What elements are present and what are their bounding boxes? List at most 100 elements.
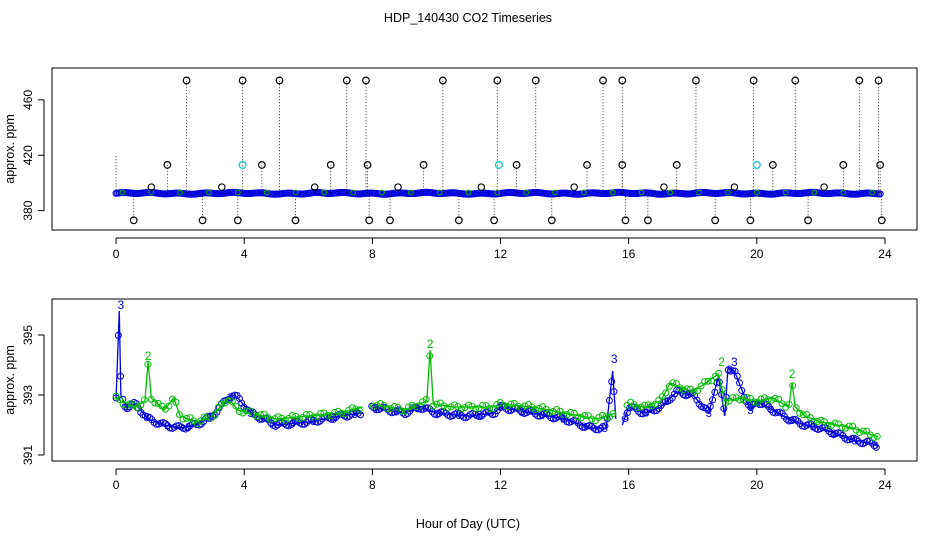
series-2-point [246,407,254,415]
series-3-label: 3 [373,403,379,415]
series-2-point [211,410,219,418]
series-2-point [743,394,751,402]
series-3-point [608,378,616,386]
top-low-outlier [291,216,300,225]
series-3-point [576,422,584,430]
series-2-line [115,361,363,423]
series-2-point [676,384,684,392]
bottom-x-tick-label: 20 [750,478,764,492]
top-y-axis: 380 420 460 [21,90,45,221]
series-3-point [695,400,703,408]
series-3-point [480,410,488,418]
series-2-point [422,395,430,403]
peak-label: 3 [118,298,125,312]
top-green-point [552,189,558,196]
top-green-point [523,189,530,196]
top-small-outlier [394,183,402,191]
top-high-outlier [692,76,700,85]
series-2-point [401,407,409,415]
bottom-y-axis: 391 393 395 [21,325,45,465]
series-3-label: 3 [581,421,587,433]
series-2-point [750,398,758,406]
series-3-point [287,421,295,429]
series-3-point [298,420,306,428]
series-2-point [274,413,282,421]
top-y-tick-label: 380 [21,200,35,220]
series-3-label: 3 [747,405,753,417]
top-y-tick-label: 420 [21,145,35,165]
series-3-point [841,434,849,442]
top-green-point [350,189,357,196]
series-2-point [119,400,127,408]
series-2-point [789,382,797,390]
series-2-point [810,417,818,425]
top-low-outlier [711,216,720,225]
series-2-point [447,403,455,411]
top-green-point [263,189,270,196]
series-2-point [658,393,666,401]
series-2-point [130,401,138,409]
peak-label: 2 [145,349,152,363]
series-2-point [637,403,645,411]
series-2-point [334,407,342,415]
top-high-outlier [362,76,370,85]
series-2-line [372,349,617,420]
series-2-point [503,402,511,410]
series-3-point [870,442,878,450]
series-2-point [408,401,416,409]
series-2-point [746,394,754,402]
series-2-point [831,419,839,427]
series-2-point [405,403,413,411]
bottom-x-axis: 0 4 8 12 16 20 24 [113,468,892,492]
series-2-point [140,396,148,404]
peak-label: 2 [427,337,434,351]
top-x-tick-label: 24 [878,247,892,261]
series-2-point [415,402,423,410]
top-y-tick-label: 460 [21,90,35,110]
series-2-point [387,405,395,413]
top-green-point [869,189,876,196]
series-2-point [799,411,807,419]
series-3-point [668,394,676,402]
series-2-point [112,392,120,400]
series-3-label: 3 [414,403,420,415]
peak-label: 3 [611,352,618,366]
series-3-point [540,410,548,418]
top-low-outlier [198,216,207,225]
series-2-point [324,411,332,419]
bottom-x-tick-label: 24 [878,478,892,492]
series-2-point [761,394,769,402]
series-2-point [546,408,554,416]
series-2-point [355,406,363,414]
series-3-point [478,412,486,420]
top-green-point [811,189,818,196]
series-2-point [849,422,857,430]
series-3-point [736,379,744,387]
bottom-y-tick-label: 393 [21,385,35,405]
top-small-outlier [477,183,486,191]
series-3-point [621,415,629,423]
top-small-outlier [147,183,156,191]
series-2-point [535,404,543,412]
series-2-point [563,411,571,419]
series-2-point [165,402,173,410]
series-2-point [116,396,124,404]
series-3-label: 3 [477,410,483,422]
series-3-point [184,424,192,432]
series-3-label: 3 [248,408,254,420]
series-2-point [722,399,730,407]
series-2-point [757,395,765,403]
series-3-label: 3 [143,412,149,424]
series-2-point [672,380,680,388]
series-2-point [450,401,458,409]
series-3-point [693,396,701,404]
series-2-point [609,410,617,418]
series-2-point [183,414,191,422]
series-2-point [820,418,828,426]
series-3-point [238,399,246,407]
series-2-point [489,405,497,413]
series-2-point [817,416,825,424]
top-low-outlier [643,216,652,225]
series-2-point [292,412,300,420]
